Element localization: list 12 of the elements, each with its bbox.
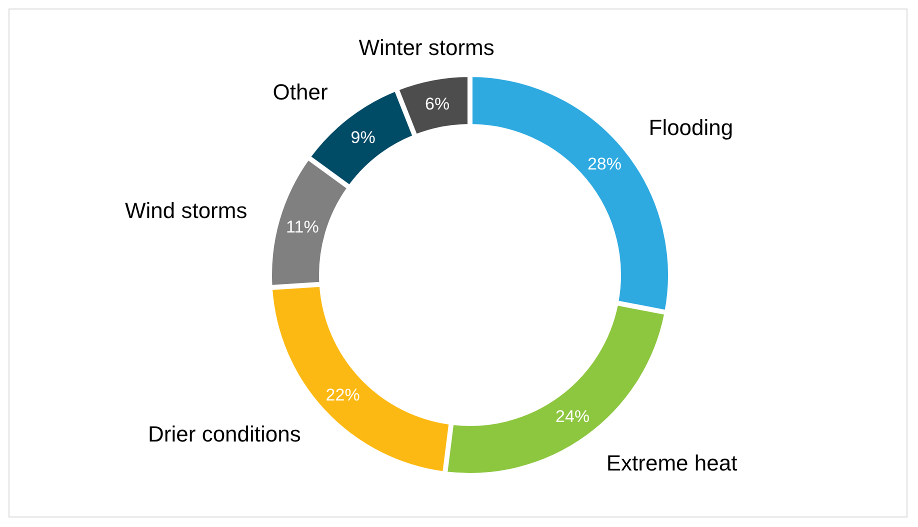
slice-label: Winter storms — [358, 34, 494, 60]
data-label: 22% — [326, 385, 360, 404]
slice-label: Flooding — [648, 114, 734, 140]
data-label: 9% — [350, 128, 376, 148]
slice-label: Extreme heat — [606, 450, 738, 476]
data-label: 24% — [556, 407, 590, 426]
slice-label: Drier conditions — [148, 422, 301, 447]
slice-label: Other — [272, 79, 328, 104]
data-label: 6% — [425, 94, 450, 114]
data-label: 28% — [587, 154, 622, 174]
slice-label: Wind storms — [124, 198, 248, 223]
data-label: 11% — [286, 217, 319, 236]
